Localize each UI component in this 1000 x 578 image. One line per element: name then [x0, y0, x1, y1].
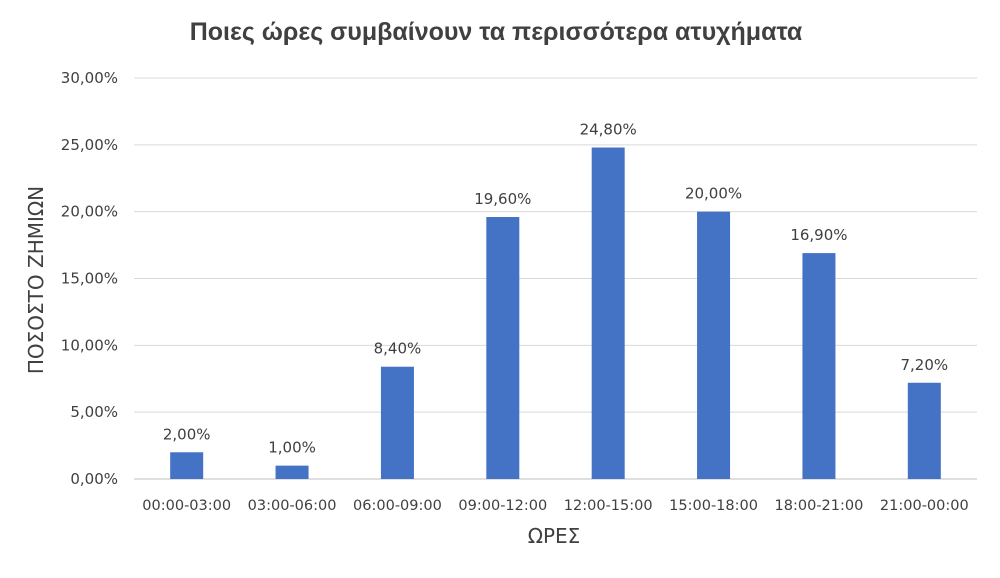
- x-tick-label: 09:00-12:00: [458, 498, 547, 514]
- y-tick-label: 30,00%: [61, 69, 118, 87]
- y-tick-label: 0,00%: [70, 470, 118, 488]
- data-label: 7,20%: [900, 356, 948, 374]
- x-axis-ticks: 00:00-03:00 03:00-06:00 06:00-09:00 09:00-1…: [142, 498, 968, 514]
- bar: [380, 366, 414, 479]
- data-label: 16,90%: [790, 226, 847, 244]
- x-tick-label: 18:00-21:00: [775, 498, 864, 514]
- y-axis-title: ΠΟΣΟΣΤΟ ΖΗΜΙΩΝ: [24, 186, 48, 374]
- x-tick-label: 15:00-18:00: [669, 498, 758, 514]
- x-tick-label: 00:00-03:00: [142, 498, 231, 514]
- bar: [486, 217, 520, 479]
- bar: [697, 211, 731, 479]
- bar: [907, 382, 941, 479]
- y-tick-label: 5,00%: [70, 403, 118, 421]
- data-labels: 2,00% 1,00% 8,40% 19,60% 24,80% 20,00% 16,90% 7…: [163, 121, 948, 457]
- y-axis-ticks: 0,00% 5,00% 10,00% 15,00% 20,00% 25,00% 30,00%: [61, 69, 118, 488]
- bar: [275, 465, 309, 479]
- x-tick-label: 03:00-06:00: [248, 498, 337, 514]
- y-tick-label: 25,00%: [61, 136, 118, 154]
- bars: [170, 147, 941, 480]
- x-tick-label: 21:00-00:00: [880, 498, 969, 514]
- bar: [802, 253, 836, 479]
- gridlines: [134, 77, 977, 480]
- chart-title: Ποιες ώρες συμβαίνουν τα περισσότερα ατυ…: [190, 18, 803, 46]
- data-label: 2,00%: [163, 425, 211, 443]
- data-label: 19,60%: [474, 190, 531, 208]
- bar: [170, 452, 204, 479]
- x-tick-label: 06:00-09:00: [353, 498, 442, 514]
- data-label: 1,00%: [268, 439, 316, 457]
- y-tick-label: 15,00%: [61, 270, 118, 288]
- bar: [591, 147, 625, 480]
- x-axis-title: ΩΡΕΣ: [528, 524, 581, 548]
- data-label: 8,40%: [374, 340, 422, 358]
- data-label: 24,80%: [580, 121, 637, 139]
- data-label: 20,00%: [685, 185, 742, 203]
- y-tick-label: 10,00%: [61, 336, 118, 354]
- y-tick-label: 20,00%: [61, 203, 118, 221]
- x-tick-label: 12:00-15:00: [564, 498, 653, 514]
